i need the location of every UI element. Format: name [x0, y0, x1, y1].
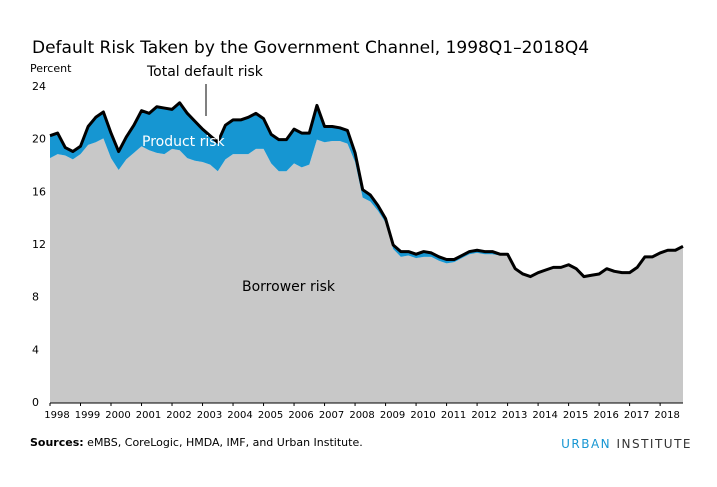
x-tick-label: 1998 — [44, 410, 69, 421]
source-text: eMBS, CoreLogic, HMDA, IMF, and Urban In… — [87, 436, 363, 449]
x-tick-label: 2018 — [654, 410, 679, 421]
brand-first: URBAN — [561, 437, 611, 451]
x-tick-label: 2009 — [380, 410, 405, 421]
x-tick-label: 2004 — [227, 410, 252, 421]
y-tick-label: 4 — [32, 343, 39, 356]
x-tick-label: 2015 — [563, 410, 588, 421]
x-tick-label: 2001 — [136, 410, 161, 421]
x-tick-label: 2011 — [441, 410, 466, 421]
x-tick-label: 2002 — [166, 410, 191, 421]
x-tick-label: 2003 — [197, 410, 222, 421]
source-label: Sources: — [30, 436, 84, 449]
x-tick-label: 2000 — [105, 410, 130, 421]
brand: URBAN INSTITUTE — [561, 437, 692, 451]
line — [49, 101, 684, 279]
x-tick-label: 2016 — [593, 410, 618, 421]
x-tick-label: 2007 — [319, 410, 344, 421]
y-tick-label: 8 — [32, 291, 39, 304]
x-tick-label: 2006 — [288, 410, 313, 421]
y-tick-label: 24 — [32, 80, 46, 93]
x-tick-label: 2005 — [258, 410, 283, 421]
brand-second: INSTITUTE — [616, 437, 692, 451]
source: Sources: eMBS, CoreLogic, HMDA, IMF, and… — [30, 436, 363, 449]
x-tick-label: 2017 — [624, 410, 649, 421]
y-tick-label: 12 — [32, 238, 46, 251]
x-tick-label: 2013 — [502, 410, 527, 421]
x-tick-label: 1999 — [75, 410, 100, 421]
chart-title: Default Risk Taken by the Government Cha… — [32, 38, 589, 58]
series-label: Product risk — [142, 134, 226, 150]
x-tick-label: 2014 — [532, 410, 557, 421]
area — [50, 102, 683, 277]
x-tick-label: 2008 — [349, 410, 374, 421]
x-tick-label: 2010 — [410, 410, 435, 421]
y-axis-label: Percent — [30, 62, 72, 75]
series-label: Borrower risk — [242, 279, 336, 295]
y-tick-label: 16 — [32, 185, 46, 198]
y-tick-label: 20 — [32, 133, 46, 146]
series-label: Total default risk — [146, 64, 264, 80]
area — [50, 138, 683, 403]
x-tick-label: 2012 — [471, 410, 496, 421]
y-tick-label: 0 — [32, 396, 39, 409]
